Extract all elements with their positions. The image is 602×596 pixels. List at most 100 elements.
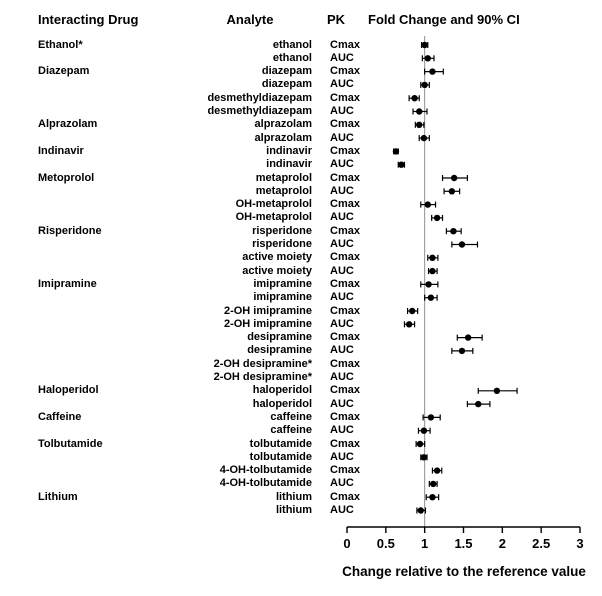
interacting-drug-label: Alprazolam (38, 118, 98, 131)
analyte-label: ethanol (272, 51, 312, 64)
table-row: tolbutamide AUC (0, 451, 602, 464)
pk-label: Cmax (330, 277, 360, 290)
analyte-label: tolbutamide (249, 437, 312, 450)
table-row: Diazepam diazepam Cmax (0, 65, 602, 78)
analyte-label: active moiety (242, 264, 312, 277)
pk-label: Cmax (330, 144, 360, 157)
pk-label: Cmax (330, 490, 360, 503)
ci-marker-diazepam-cmax (424, 68, 444, 75)
table-row: Ethanol* ethanol Cmax (0, 39, 602, 52)
pk-label: Cmax (330, 198, 360, 211)
ci-marker-alprazolam-cmax (414, 121, 425, 128)
ci-marker-desmethyldiazepam-auc (412, 108, 428, 115)
x-axis-tick-label: 0.5 (377, 536, 395, 551)
ci-marker-2-oh-imipramine-cmax (406, 307, 419, 315)
table-row: lithium AUC (0, 504, 602, 517)
analyte-label: desipramine (247, 331, 312, 344)
pk-label: Cmax (330, 357, 360, 370)
pk-label: AUC (330, 450, 354, 463)
ci-marker-active-moiety-auc (427, 267, 438, 275)
analyte-label: 4-OH-tolbutamide (219, 464, 312, 477)
analyte-label: desipramine (247, 344, 312, 357)
ci-marker-desipramine-cmax (456, 334, 483, 341)
ci-marker-diazepam-auc (420, 81, 430, 89)
ci-marker-4-oh-tolbutamide-cmax (431, 467, 443, 474)
table-row: Haloperidol haloperidol Cmax (0, 384, 602, 397)
ci-marker-2-oh-imipramine-auc (403, 321, 416, 328)
column-header-interacting-drug: Interacting Drug (38, 12, 139, 27)
pk-label: Cmax (330, 410, 360, 423)
table-row: Risperidone risperidone Cmax (0, 225, 602, 238)
table-row: ethanol AUC (0, 52, 602, 65)
pk-label: Cmax (330, 304, 360, 317)
interacting-drug-label: Diazepam (38, 65, 90, 78)
analyte-label: desmethyldiazepam (207, 91, 312, 104)
pk-label: AUC (330, 344, 354, 357)
ci-marker-desmethyldiazepam-cmax (408, 95, 420, 102)
table-row: OH-metaprolol Cmax (0, 198, 602, 211)
column-header-analyte: Analyte (226, 12, 274, 27)
analyte-label: alprazolam (254, 118, 312, 131)
interacting-drug-label: Metoprolol (38, 171, 95, 184)
pk-label: AUC (330, 504, 354, 516)
ci-marker-oh-metaprolol-cmax (420, 201, 437, 208)
ci-marker-haloperidol-auc (466, 400, 491, 408)
pk-label: Cmax (330, 251, 360, 264)
table-row: Metoprolol metaprolol Cmax (0, 172, 602, 185)
pk-label: AUC (330, 424, 354, 437)
analyte-label: lithium (275, 490, 312, 503)
analyte-label: 4-OH-tolbutamide (219, 477, 312, 490)
analyte-label: 2-OH desipramine* (213, 371, 312, 383)
ci-marker-4-oh-tolbutamide-auc (428, 480, 438, 488)
pk-label: Cmax (330, 91, 360, 104)
ci-marker-ethanol-cmax (420, 41, 429, 49)
analyte-label: risperidone (252, 238, 312, 250)
analyte-label: desmethyldiazepam (207, 105, 312, 117)
analyte-label: risperidone (252, 224, 312, 237)
table-row: metaprolol AUC (0, 185, 602, 198)
pk-label: AUC (330, 477, 354, 490)
analyte-label: OH-metaprolol (235, 198, 312, 211)
table-row: 2-OH desipramine* AUC (0, 371, 602, 384)
table-row: OH-metaprolol AUC (0, 211, 602, 224)
interacting-drug-label: Lithium (38, 490, 78, 503)
pk-label: AUC (330, 78, 354, 91)
ci-marker-imipramine-auc (424, 294, 438, 301)
table-row: alprazolam AUC (0, 132, 602, 145)
table-row: 2-OH desipramine* Cmax (0, 358, 602, 371)
analyte-label: diazepam (261, 65, 312, 78)
pk-label: AUC (330, 158, 354, 171)
ci-marker-tolbutamide-cmax (415, 440, 426, 448)
ci-marker-haloperidol-cmax (477, 387, 518, 394)
table-row: indinavir AUC (0, 158, 602, 171)
interacting-drug-label: Risperidone (38, 224, 102, 237)
pk-label: AUC (330, 397, 354, 410)
column-header-fold-change: Fold Change and 90% CI (368, 12, 520, 27)
table-row: diazepam AUC (0, 78, 602, 91)
ci-marker-imipramine-cmax (420, 281, 439, 288)
pk-label: Cmax (330, 38, 360, 51)
analyte-label: alprazolam (254, 131, 312, 144)
analyte-label: active moiety (242, 251, 312, 264)
analyte-label: metaprolol (255, 171, 312, 184)
table-row: Indinavir indinavir Cmax (0, 145, 602, 158)
table-row: imipramine AUC (0, 291, 602, 304)
analyte-label: 2-OH desipramine* (213, 357, 312, 370)
column-header-pk: PK (327, 12, 346, 27)
analyte-label: caffeine (270, 424, 312, 437)
analyte-label: OH-metaprolol (235, 211, 312, 224)
analyte-label: 2-OH imipramine (223, 304, 312, 317)
table-row: 2-OH imipramine AUC (0, 318, 602, 331)
pk-label: Cmax (330, 464, 360, 477)
ci-marker-lithium-auc (416, 507, 427, 514)
analyte-label: imipramine (253, 277, 312, 290)
x-axis: 0 0.5 1 1.5 2 2.5 3 (343, 526, 584, 551)
x-axis-tick-label: 2 (499, 536, 506, 551)
ci-marker-oh-metaprolol-auc (431, 214, 444, 222)
ci-marker-caffeine-cmax (422, 414, 441, 421)
table-row: Alprazolam alprazolam Cmax (0, 118, 602, 131)
table-row: Imipramine imipramine Cmax (0, 278, 602, 291)
ci-marker-active-moiety-cmax (427, 254, 439, 261)
interacting-drug-label: Tolbutamide (38, 437, 103, 450)
